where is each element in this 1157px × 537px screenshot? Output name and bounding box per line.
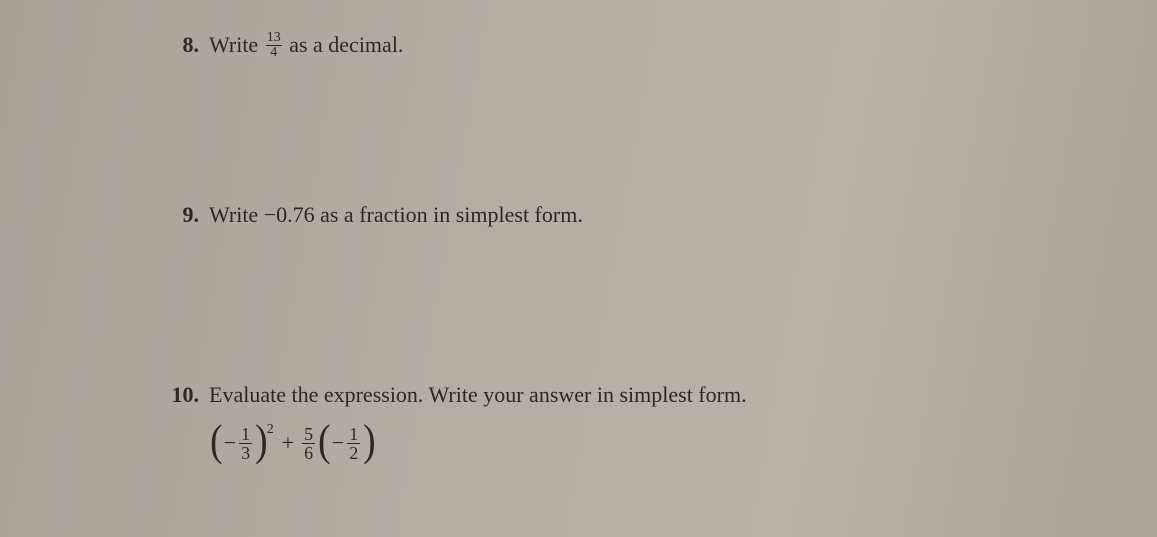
plus-sign: + bbox=[282, 428, 294, 459]
right-paren-icon: ) bbox=[363, 424, 375, 458]
worksheet-page: 8. Write 13 4 as a decimal. 9. Write −0.… bbox=[0, 0, 1157, 537]
fraction-5-over-6: 5 6 bbox=[302, 425, 315, 462]
fraction-1-over-3: 1 3 bbox=[239, 425, 252, 462]
problem-number: 9. bbox=[165, 200, 199, 231]
fraction-denominator: 3 bbox=[239, 444, 252, 462]
problem-stem: Write −0.76 as a fraction in simplest fo… bbox=[209, 200, 583, 231]
minus-sign: − bbox=[224, 428, 236, 459]
fraction-denominator: 4 bbox=[269, 46, 278, 60]
problem-number: 10. bbox=[165, 380, 199, 411]
problem-stem: Write 13 4 as a decimal. bbox=[209, 30, 403, 61]
left-paren-icon: ( bbox=[318, 424, 330, 458]
problem-number: 8. bbox=[165, 30, 199, 61]
fraction-1-over-2: 1 2 bbox=[347, 425, 360, 462]
problem-9: 9. Write −0.76 as a fraction in simplest… bbox=[165, 200, 583, 231]
exponent-2: 2 bbox=[267, 420, 274, 440]
expression: ( − 1 3 ) 2 + 5 6 ( − 1 2 ) bbox=[209, 425, 747, 462]
left-paren-icon: ( bbox=[210, 424, 222, 458]
fraction-denominator: 2 bbox=[347, 444, 360, 462]
problem-8: 8. Write 13 4 as a decimal. bbox=[165, 30, 403, 61]
fraction-numerator: 1 bbox=[239, 425, 252, 444]
minus-sign: − bbox=[332, 428, 344, 459]
fraction-denominator: 6 bbox=[302, 444, 315, 462]
fraction-numerator: 5 bbox=[302, 425, 315, 444]
fraction-numerator: 13 bbox=[266, 31, 282, 46]
problem-stem: Evaluate the expression. Write your answ… bbox=[209, 380, 747, 462]
stem-text-post: as a decimal. bbox=[284, 32, 404, 57]
stem-text: Evaluate the expression. Write your answ… bbox=[209, 380, 747, 411]
stem-text-pre: Write bbox=[209, 32, 264, 57]
fraction-13-over-4: 13 4 bbox=[266, 31, 282, 60]
problem-10: 10. Evaluate the expression. Write your … bbox=[165, 380, 747, 462]
fraction-numerator: 1 bbox=[347, 425, 360, 444]
